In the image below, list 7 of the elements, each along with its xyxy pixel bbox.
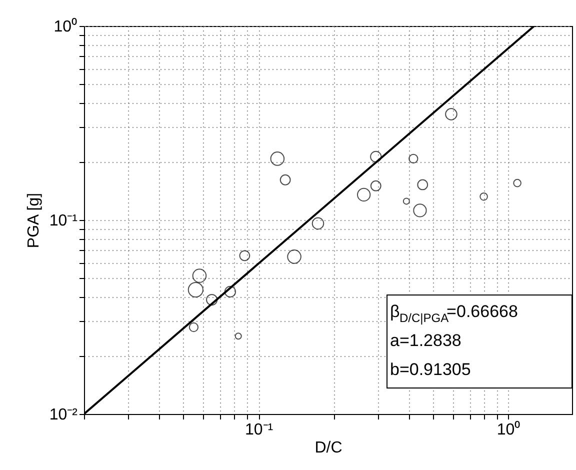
y-tick-label: 10⁻¹ [49, 212, 78, 230]
y-axis-title: PGA [g] [25, 192, 42, 248]
annotation: a=1.2838 [390, 331, 462, 350]
x-axis-title: D/C [314, 440, 342, 456]
annotation: b=0.91305 [390, 360, 471, 379]
y-tick-label: 10⁻² [49, 406, 78, 424]
y-tick-label: 10⁰ [54, 18, 78, 36]
